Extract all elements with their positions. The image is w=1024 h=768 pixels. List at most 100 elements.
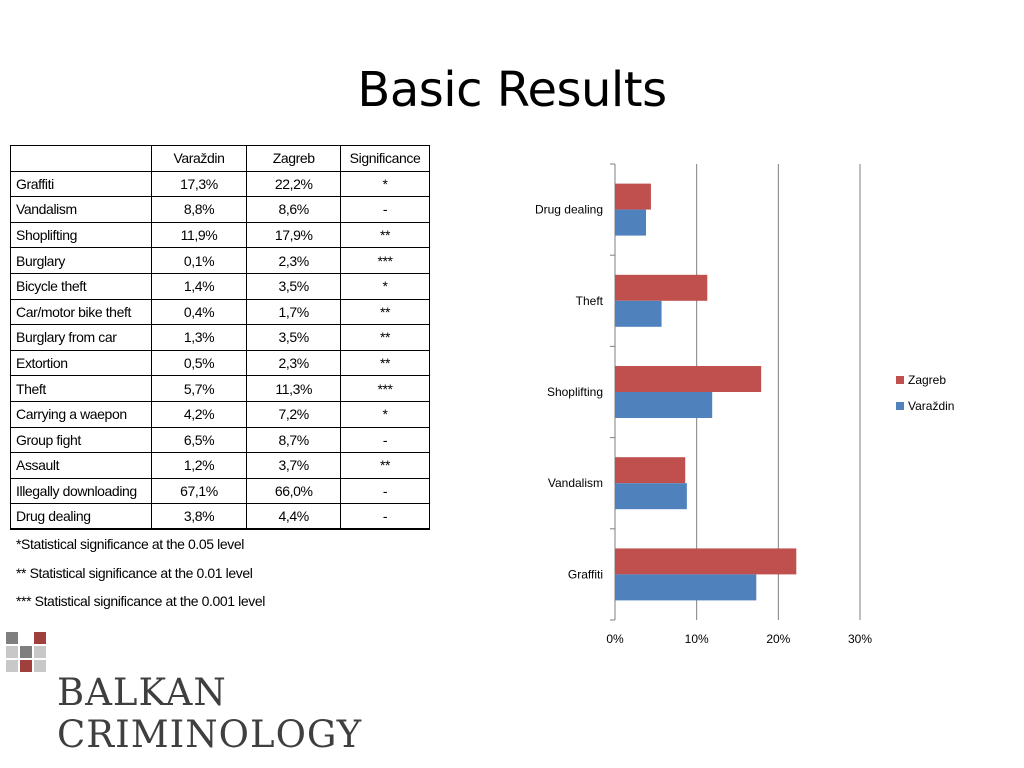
header-significance: Significance bbox=[340, 145, 430, 172]
category-label: Shoplifting bbox=[547, 385, 603, 399]
zagreb-cell: 3,7% bbox=[246, 452, 342, 479]
significance-cell: - bbox=[340, 196, 430, 223]
logo-square bbox=[6, 660, 18, 672]
zagreb-cell: 4,4% bbox=[246, 503, 342, 531]
bar-zagreb bbox=[615, 548, 797, 575]
bar-varazdin bbox=[615, 392, 713, 418]
bar-zagreb bbox=[615, 457, 686, 484]
significance-cell: ** bbox=[340, 349, 430, 377]
offense-cell: Group fight bbox=[10, 426, 152, 454]
varazdin-cell: 1,3% bbox=[150, 324, 248, 351]
table-row: Assault 1,2% 3,7% ** bbox=[10, 452, 430, 479]
varazdin-cell: 6,5% bbox=[150, 426, 248, 454]
varazdin-cell: 3,8% bbox=[150, 503, 248, 531]
table-row: Burglary from car 1,3% 3,5% ** bbox=[10, 324, 430, 351]
bar-varazdin bbox=[615, 574, 757, 601]
significance-cell: - bbox=[340, 477, 430, 505]
significance-cell: - bbox=[340, 503, 430, 531]
note-001: ** Statistical significance at the 0.01 … bbox=[16, 564, 253, 581]
category-label: Drug dealing bbox=[535, 203, 603, 217]
bar-zagreb bbox=[615, 274, 708, 301]
table-body: Graffiti 17,3% 22,2% * Vandalism 8,8% 8,6% - Sho… bbox=[10, 170, 430, 531]
table-row: Theft 5,7% 11,3% *** bbox=[10, 375, 430, 402]
note-0001: *** Statistical significance at the 0.00… bbox=[16, 593, 265, 609]
significance-cell: ** bbox=[340, 298, 430, 326]
table-row: Vandalism 8,8% 8,6% - bbox=[10, 196, 430, 223]
table-header-row: Varaždin Zagreb Significance bbox=[10, 145, 430, 172]
offense-cell: Car/motor bike theft bbox=[10, 298, 152, 326]
logo-square bbox=[20, 660, 32, 672]
table-row: Group fight 6,5% 8,7% - bbox=[10, 426, 430, 454]
header-varazdin: Varaždin bbox=[150, 145, 248, 172]
varazdin-cell: 0,1% bbox=[150, 247, 248, 274]
offense-cell: Theft bbox=[10, 375, 152, 402]
slide-title: Basic Results bbox=[357, 62, 667, 118]
table-row: Carrying a waepon 4,2% 7,2% * bbox=[10, 400, 430, 428]
significance-cell: ** bbox=[340, 324, 430, 351]
logo-square bbox=[6, 646, 18, 658]
varazdin-cell: 11,9% bbox=[150, 221, 248, 249]
category-label: Graffiti bbox=[568, 567, 603, 581]
offense-cell: Drug dealing bbox=[10, 503, 152, 531]
varazdin-cell: 1,2% bbox=[150, 452, 248, 479]
offense-cell: Burglary from car bbox=[10, 324, 152, 351]
varazdin-cell: 8,8% bbox=[150, 196, 248, 223]
offense-cell: Graffiti bbox=[10, 170, 152, 198]
zagreb-cell: 1,7% bbox=[246, 298, 342, 326]
varazdin-cell: 1,4% bbox=[150, 272, 248, 300]
table-row: Burglary 0,1% 2,3% *** bbox=[10, 247, 430, 274]
logo-square bbox=[34, 632, 46, 644]
note-005: *Statistical significance at the 0.05 le… bbox=[16, 536, 244, 552]
offense-cell: Vandalism bbox=[10, 196, 152, 223]
bar-varazdin bbox=[615, 483, 687, 510]
logo-square bbox=[6, 632, 18, 644]
significance-cell: * bbox=[340, 170, 430, 198]
zagreb-cell: 3,5% bbox=[246, 324, 342, 351]
table-row: Bicycle theft 1,4% 3,5% * bbox=[10, 272, 430, 300]
bar-chart: Drug dealing Theft Shoplifting Vandalism Gra… bbox=[520, 150, 1000, 650]
logo-line-2: CRIMINOLOGY bbox=[57, 713, 363, 756]
table-row: Extortion 0,5% 2,3% ** bbox=[10, 349, 430, 377]
table-row: Illegally downloading 67,1% 66,0% - bbox=[10, 477, 430, 505]
x-tick-label: 10% bbox=[685, 632, 709, 646]
zagreb-cell: 22,2% bbox=[246, 170, 342, 198]
significance-cell: *** bbox=[340, 375, 430, 402]
varazdin-cell: 5,7% bbox=[150, 375, 248, 402]
bar-zagreb bbox=[615, 183, 651, 210]
table-row: Car/motor bike theft 0,4% 1,7% ** bbox=[10, 298, 430, 326]
significance-cell: ** bbox=[340, 221, 430, 249]
varazdin-cell: 17,3% bbox=[150, 170, 248, 198]
results-table: Varaždin Zagreb Significance Graffiti 17,… bbox=[10, 145, 430, 531]
significance-cell: - bbox=[340, 426, 430, 454]
x-tick-label: 20% bbox=[766, 632, 790, 646]
significance-cell: ** bbox=[340, 452, 430, 479]
offense-cell: Shoplifting bbox=[10, 221, 152, 249]
zagreb-cell: 3,5% bbox=[246, 272, 342, 300]
offense-cell: Assault bbox=[10, 452, 152, 479]
significance-cell: * bbox=[340, 400, 430, 428]
logo-square bbox=[34, 660, 46, 672]
logo-square bbox=[20, 646, 32, 658]
table-row: Shoplifting 11,9% 17,9% ** bbox=[10, 221, 430, 249]
offense-cell: Carrying a waepon bbox=[10, 400, 152, 428]
logo-square bbox=[34, 646, 46, 658]
zagreb-cell: 8,7% bbox=[246, 426, 342, 454]
category-label: Theft bbox=[576, 294, 604, 308]
offense-cell: Burglary bbox=[10, 247, 152, 274]
zagreb-cell: 7,2% bbox=[246, 400, 342, 428]
legend-label: Varaždin bbox=[908, 399, 954, 413]
logo-mark bbox=[6, 632, 48, 674]
legend-swatch bbox=[896, 376, 904, 384]
x-tick-label: 0% bbox=[606, 632, 624, 646]
significance-cell: *** bbox=[340, 247, 430, 274]
significance-cell: * bbox=[340, 272, 430, 300]
varazdin-cell: 4,2% bbox=[150, 400, 248, 428]
zagreb-cell: 2,3% bbox=[246, 349, 342, 377]
varazdin-cell: 0,4% bbox=[150, 298, 248, 326]
zagreb-cell: 17,9% bbox=[246, 221, 342, 249]
bar-zagreb bbox=[615, 366, 762, 392]
category-label: Vandalism bbox=[548, 476, 603, 490]
varazdin-cell: 67,1% bbox=[150, 477, 248, 505]
header-zagreb: Zagreb bbox=[246, 145, 342, 172]
zagreb-cell: 11,3% bbox=[246, 375, 342, 402]
